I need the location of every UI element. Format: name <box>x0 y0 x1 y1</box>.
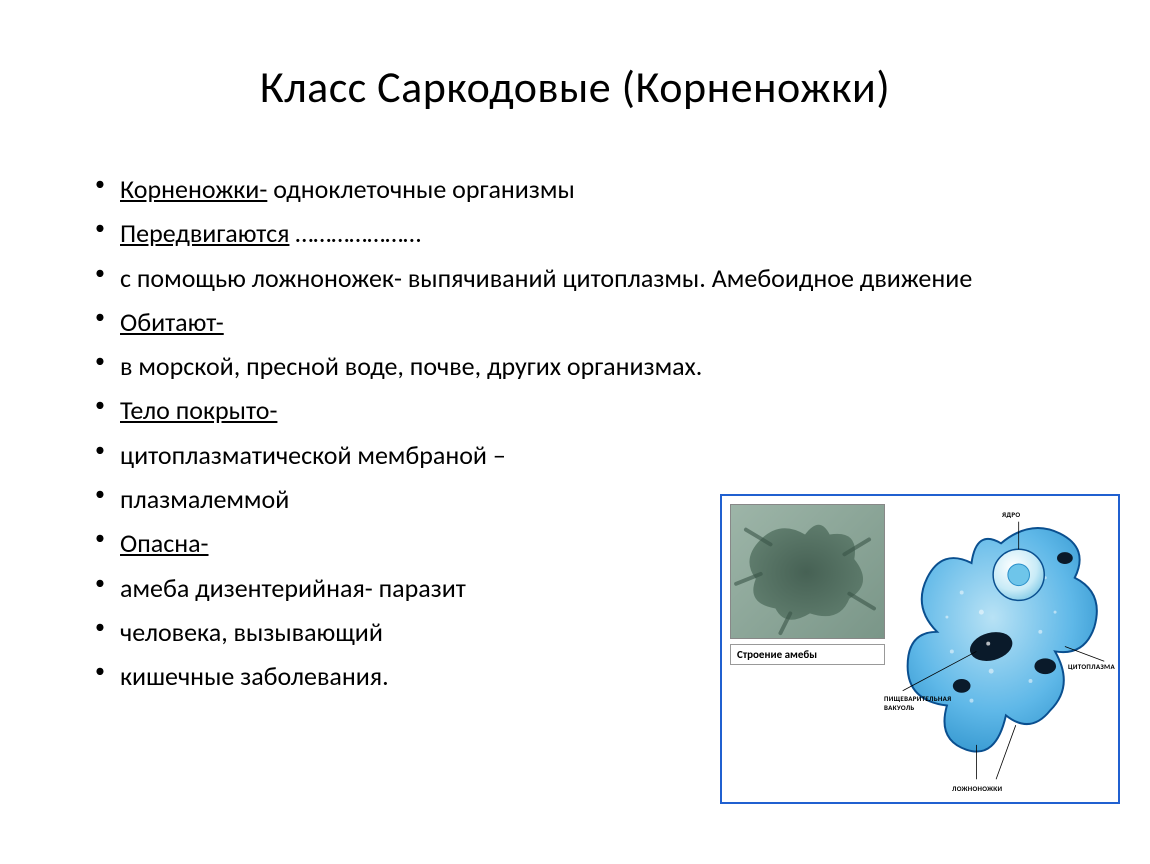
amoeba-micrograph <box>730 504 885 639</box>
label-vacuole: ПИЩЕВАРИТЕЛЬНАЯ ВАКУОЛЬ <box>884 694 954 712</box>
bullet-item: с помощью ложноножек- выпячиваний цитопл… <box>90 258 1100 298</box>
bullet-item: в морской, пресной воде, почве, других о… <box>90 346 1100 386</box>
amoeba-diagram: ЯДРО ЦИТОПЛАЗМА ПИЩЕВАРИТЕЛЬНАЯ ВАКУОЛЬ … <box>892 504 1110 794</box>
bullet-item: цитоплазматической мембраной – <box>90 435 1100 475</box>
slide-title: Класс Саркодовые (Корненожки) <box>50 60 1100 114</box>
label-nucleus: ЯДРО <box>1002 510 1020 519</box>
label-pseudopod: ЛОЖНОНОЖКИ <box>952 784 1002 793</box>
micrograph-caption: Строение амебы <box>730 644 885 665</box>
bullet-item: Корненожки- одноклеточные организмы <box>90 169 1100 209</box>
slide: Класс Саркодовые (Корненожки) Корненожки… <box>0 0 1150 864</box>
amoeba-figure: Строение амебы <box>720 494 1120 804</box>
bullet-item: Передвигаются ………………… <box>90 213 1100 253</box>
bullet-item: Обитают- <box>90 302 1100 342</box>
bullet-item: Тело покрыто- <box>90 390 1100 430</box>
label-cytoplasm: ЦИТОПЛАЗМА <box>1068 662 1115 671</box>
